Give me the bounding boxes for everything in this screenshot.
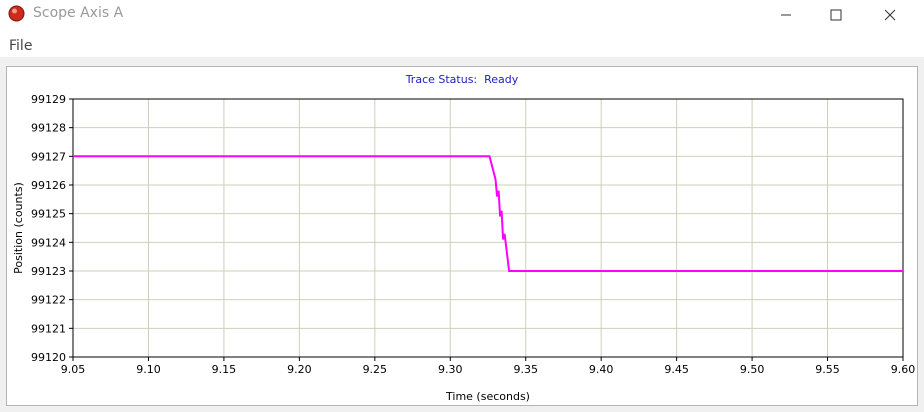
- maximize-icon: [830, 9, 842, 21]
- maximize-button[interactable]: [813, 0, 859, 30]
- close-button[interactable]: [867, 0, 913, 30]
- y-axis-label: Position (counts): [12, 182, 25, 274]
- x-tick-label: 9.15: [212, 363, 237, 376]
- x-axis-label: Time (seconds): [445, 390, 530, 403]
- y-tick-label: 99126: [31, 179, 66, 192]
- y-tick-label: 99125: [31, 208, 66, 221]
- y-tick-label: 99127: [31, 150, 66, 163]
- y-tick-label: 99121: [31, 322, 66, 335]
- x-tick-label: 9.25: [363, 363, 388, 376]
- plot-area: [73, 99, 903, 357]
- x-tick-label: 9.20: [287, 363, 312, 376]
- position-trace: [73, 155, 903, 272]
- close-icon: [884, 9, 896, 21]
- x-tick-label: 9.40: [589, 363, 614, 376]
- x-tick-label: 9.10: [136, 363, 161, 376]
- minimize-button[interactable]: [763, 0, 809, 30]
- trace-status: Trace Status: Ready: [0, 73, 924, 86]
- y-tick-label: 99128: [31, 122, 66, 135]
- app-icon: [8, 5, 25, 22]
- x-tick-label: 9.30: [438, 363, 463, 376]
- plot-border: [72, 98, 904, 358]
- trace-status-value: Ready: [484, 73, 519, 86]
- x-tick-label: 9.05: [61, 363, 86, 376]
- minimize-icon: [781, 14, 791, 16]
- x-tick-label: 9.50: [740, 363, 765, 376]
- x-tick-label: 9.35: [513, 363, 538, 376]
- y-tick-label: 99120: [31, 351, 66, 364]
- y-tick-label: 99122: [31, 294, 66, 307]
- x-tick-label: 9.55: [815, 363, 840, 376]
- x-tick-label: 9.45: [664, 363, 689, 376]
- menu-file[interactable]: File: [9, 38, 33, 54]
- y-tick-label: 99129: [31, 93, 66, 106]
- menu-bar: File: [0, 33, 924, 57]
- trace-status-label: Trace Status:: [405, 73, 478, 86]
- window-title: Scope Axis A: [33, 5, 124, 21]
- y-tick-label: 99123: [31, 265, 66, 278]
- title-bar: Scope Axis A: [0, 0, 924, 30]
- x-tick-label: 9.60: [891, 363, 916, 376]
- y-tick-label: 99124: [31, 236, 66, 249]
